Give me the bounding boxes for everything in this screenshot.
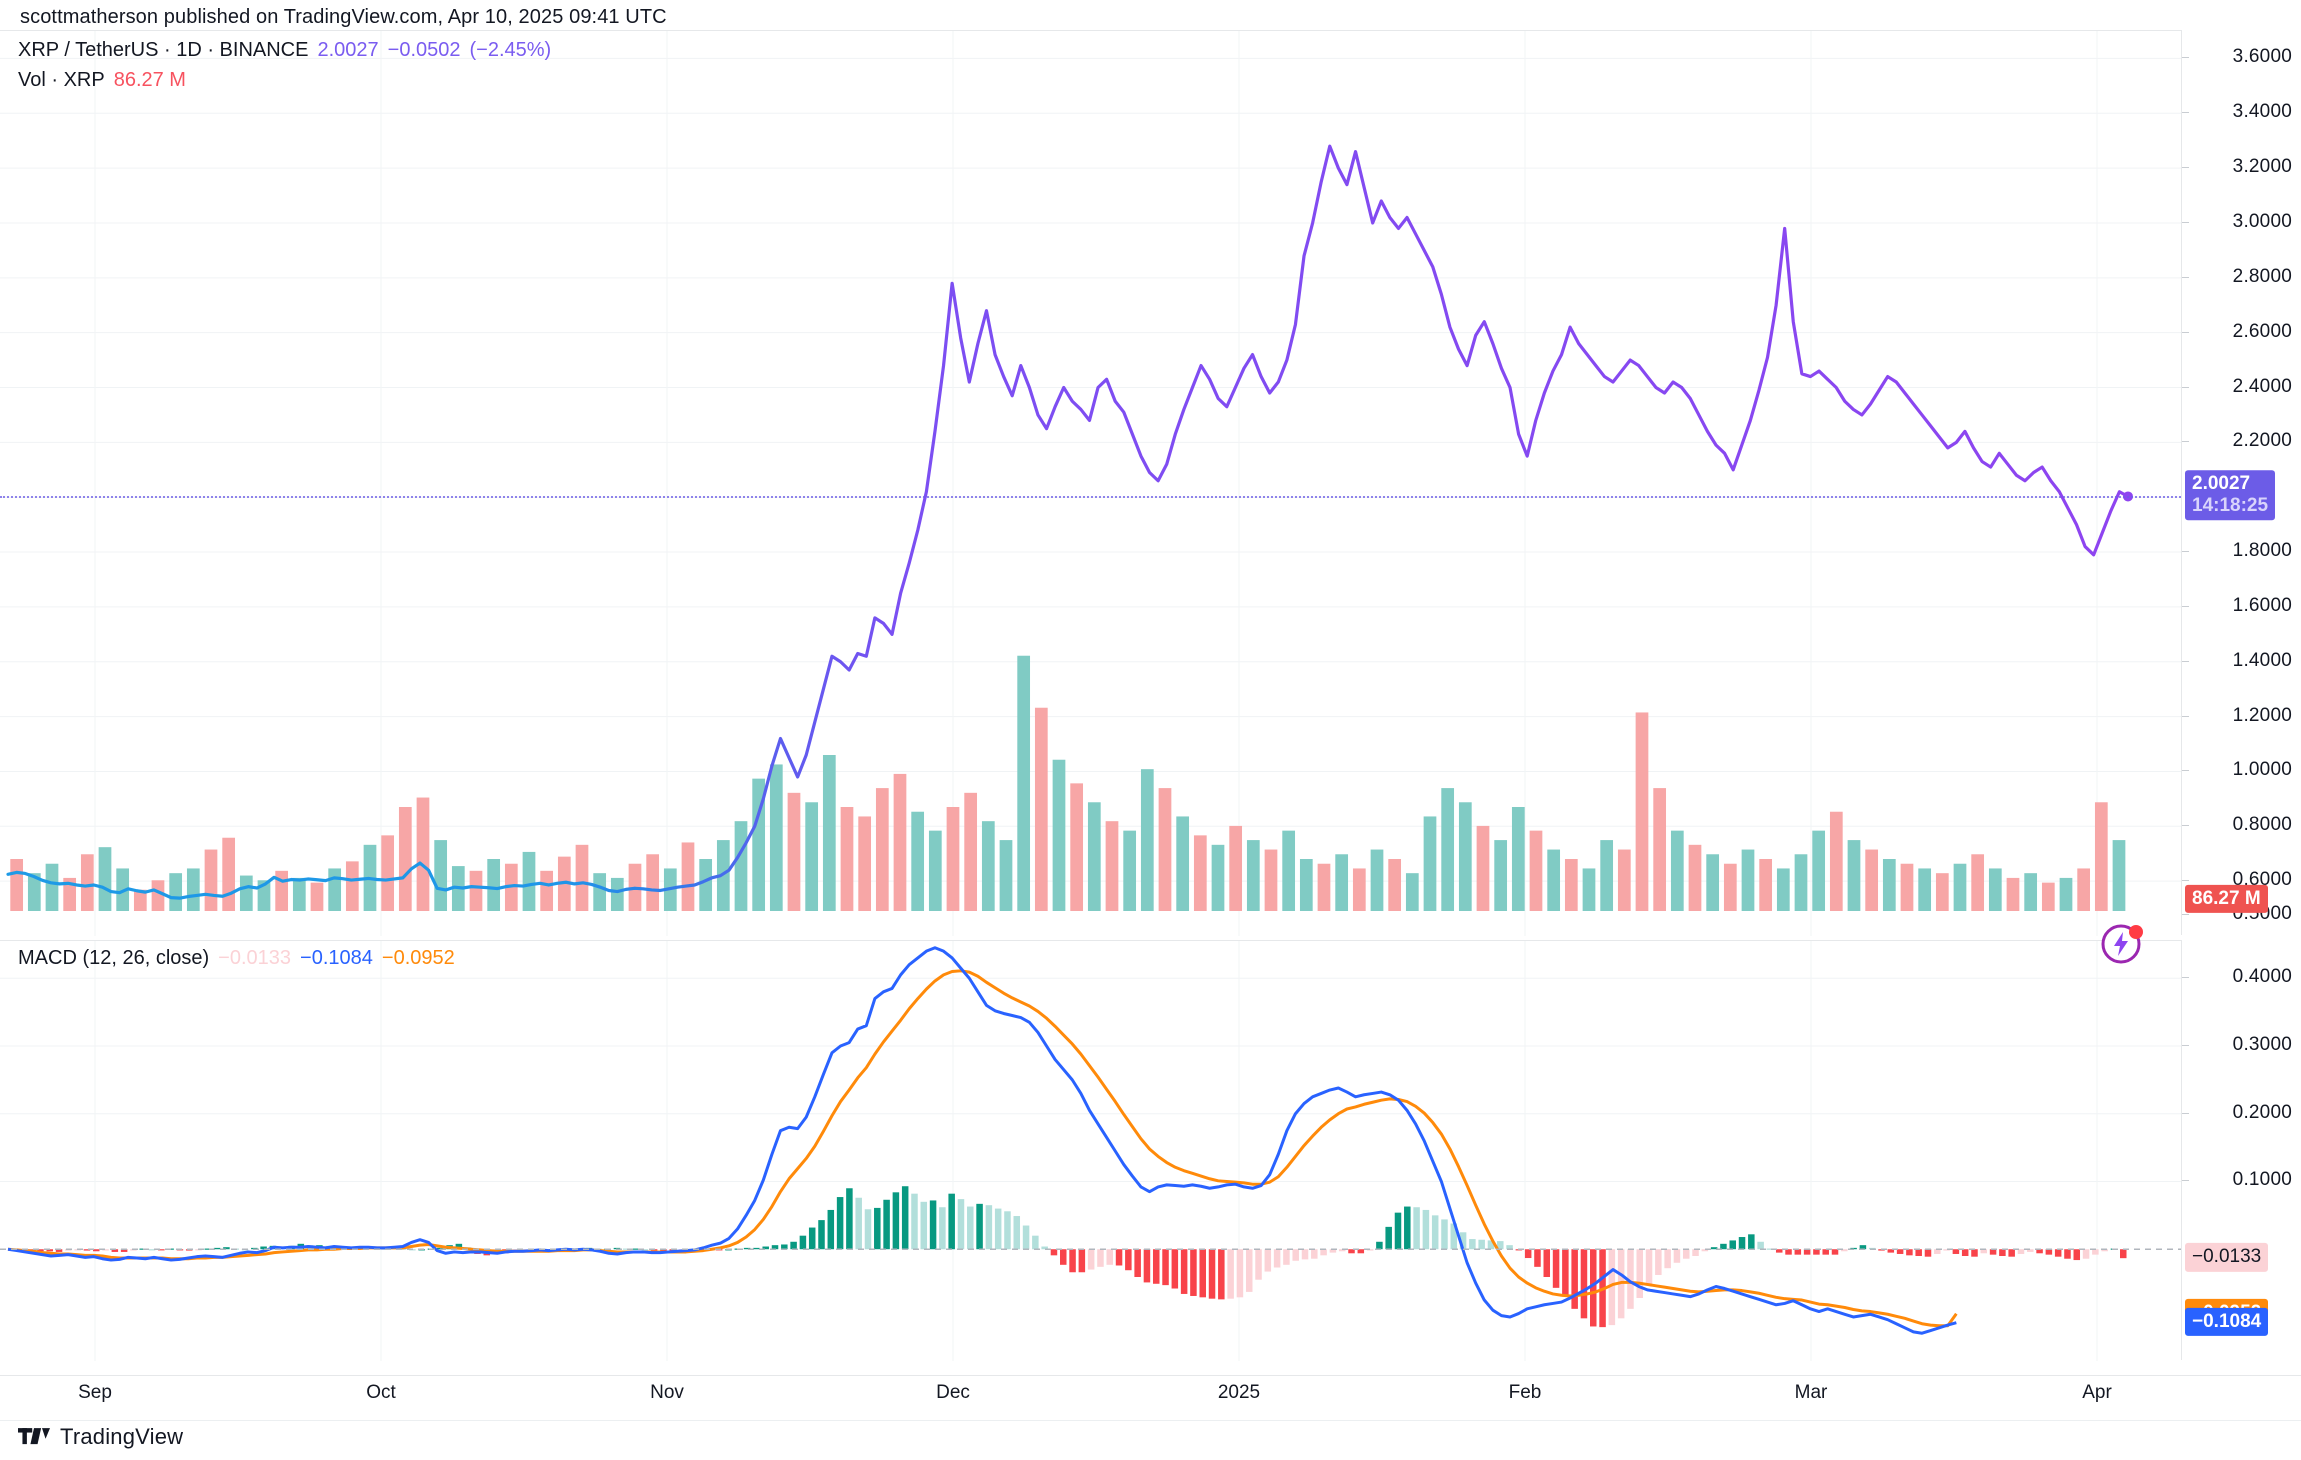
macd-line: [7, 946, 1957, 1335]
price-pane[interactable]: XRP / TetherUS · 1D · BINANCE 2.0027 −0.05…: [0, 30, 2181, 936]
tradingview-footer: TradingView: [18, 1424, 183, 1450]
macd-pane[interactable]: MACD (12, 26, close) −0.0133 −0.1084 −0.095…: [0, 940, 2181, 1361]
price-tick-2.2000: 2.2000: [2232, 430, 2292, 452]
price-tick-2.4000: 2.4000: [2232, 375, 2292, 397]
price-tick-3.2000: 3.2000: [2232, 156, 2292, 178]
macd-tick-0.2000: 0.2000: [2232, 1101, 2292, 1123]
tradingview-brand: TradingView: [60, 1424, 184, 1449]
price-legend: XRP / TetherUS · 1D · BINANCE 2.0027 −0.05…: [18, 39, 551, 62]
macd-series-svg: [0, 941, 2181, 1361]
time-tick-oct: Oct: [366, 1382, 396, 1403]
time-tick-2025: 2025: [1217, 1382, 1261, 1403]
macd-legend-title: MACD (12, 26, close): [18, 947, 210, 969]
lightning-bolt-icon[interactable]: [2100, 920, 2146, 966]
volume-legend: Vol · XRP 86.27 M: [18, 69, 186, 92]
last-price-badge[interactable]: 2.0027 14:18:25: [2185, 470, 2276, 521]
time-tick-dec: Dec: [936, 1382, 970, 1403]
legend-last-price: 2.0027: [317, 39, 379, 61]
time-tick-sep: Sep: [78, 1382, 112, 1403]
price-tick-3.4000: 3.4000: [2232, 101, 2292, 123]
price-tick-0.8000: 0.8000: [2232, 814, 2292, 836]
chart-area[interactable]: XRP / TetherUS · 1D · BINANCE 2.0027 −0.05…: [0, 30, 2301, 1375]
price-series-svg: [0, 31, 2181, 936]
macd-tick-0.1000: 0.1000: [2232, 1169, 2292, 1191]
macd-legend-signal: −0.0952: [381, 947, 455, 969]
macd-signal-line: [7, 969, 1958, 1328]
price-tick-1.8000: 1.8000: [2232, 540, 2292, 562]
volume-legend-value: 86.27 M: [113, 69, 186, 91]
macd-line-badge[interactable]: −0.1084: [2185, 1307, 2269, 1336]
macd-legend: MACD (12, 26, close) −0.0133 −0.1084 −0.095…: [18, 947, 455, 970]
legend-change: −0.0502: [387, 39, 461, 61]
price-tick-1.2000: 1.2000: [2232, 704, 2292, 726]
price-tick-3.6000: 3.6000: [2232, 46, 2292, 68]
time-tick-feb: Feb: [1508, 1382, 1542, 1403]
time-axis[interactable]: Sep Oct Nov Dec 2025 Feb Mar Apr: [0, 1375, 2301, 1421]
volume-badge[interactable]: 86.27 M: [2185, 884, 2268, 914]
macd-axis[interactable]: 0.40000.30000.20000.1000−0.0133−0.0952−0…: [2181, 940, 2301, 1360]
price-tick-1.4000: 1.4000: [2232, 649, 2292, 671]
price-tick-1.6000: 1.6000: [2232, 594, 2292, 616]
time-tick-mar: Mar: [1794, 1382, 1828, 1403]
legend-symbol: XRP / TetherUS · 1D · BINANCE: [18, 39, 309, 61]
macd-gridlines: [0, 941, 2181, 1361]
price-gridlines: [0, 31, 2181, 936]
price-tick-2.6000: 2.6000: [2232, 320, 2292, 342]
time-tick-apr: Apr: [2082, 1382, 2112, 1403]
publication-credit: scottmatherson published on TradingView.…: [20, 6, 667, 28]
macd-tick-0.3000: 0.3000: [2232, 1034, 2292, 1055]
price-tick-2.8000: 2.8000: [2232, 265, 2292, 287]
macd-legend-hist: −0.0133: [218, 947, 292, 969]
price-tick-3.0000: 3.0000: [2232, 210, 2292, 232]
volume-legend-title: Vol · XRP: [18, 69, 105, 91]
macd-tick-0.4000: 0.4000: [2232, 966, 2292, 988]
macd-hist-badge[interactable]: −0.0133: [2185, 1243, 2269, 1272]
tradingview-logo-icon: [18, 1428, 50, 1445]
legend-change-pct: (−2.45%): [469, 39, 552, 61]
volume-bars: [10, 655, 2126, 911]
price-axis[interactable]: 3.6000 3.4000 3.2000 3.0000 2.8000 2.6000 2.40…: [2181, 30, 2301, 935]
last-price-level-line: [0, 496, 2181, 499]
price-line: [6, 144, 2130, 900]
time-tick-nov: Nov: [650, 1382, 684, 1403]
price-tick-1.0000: 1.0000: [2232, 759, 2292, 781]
macd-histogram: [9, 1186, 2127, 1328]
macd-legend-line: −0.1084: [300, 947, 373, 969]
